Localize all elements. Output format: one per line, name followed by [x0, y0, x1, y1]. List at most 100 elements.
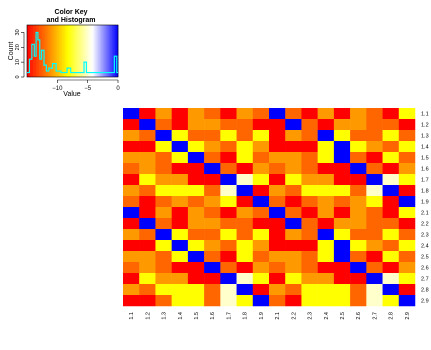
column-label: 2.8	[389, 312, 395, 320]
heatmap-cell	[285, 163, 302, 175]
heatmap-cell	[252, 273, 270, 285]
heatmap-cell	[317, 130, 335, 142]
color-key-ylabel: Count	[8, 42, 15, 61]
heatmap-cell	[204, 207, 221, 219]
heatmap-cell	[317, 108, 335, 120]
heatmap-cell	[317, 262, 335, 274]
heatmap-cell	[204, 218, 221, 230]
heatmap-cell	[317, 240, 335, 252]
heatmap-cell	[220, 218, 237, 230]
gradient-band	[78, 25, 81, 77]
heatmap-cell	[252, 163, 270, 175]
heatmap-cell	[187, 295, 205, 307]
heatmap-cell	[187, 262, 205, 274]
x-tick-label: −5	[84, 86, 92, 92]
row-label: 1.7	[421, 178, 429, 184]
row-label: 2.8	[421, 288, 429, 294]
heatmap-cell	[123, 251, 140, 263]
heatmap-cell	[155, 207, 172, 219]
heatmap-cell	[171, 262, 189, 274]
gradient-band	[51, 25, 54, 77]
heatmap-cell	[269, 218, 286, 230]
heatmap-cell	[285, 229, 302, 241]
heatmap-cell	[285, 141, 302, 153]
heatmap-cell	[187, 119, 205, 131]
heatmap-cell	[236, 108, 254, 120]
gradient-band	[34, 25, 37, 77]
color-key-title-line1: Color Key	[54, 9, 87, 16]
heatmap-cell	[382, 130, 400, 142]
row-label: 2.5	[421, 255, 429, 261]
heatmap-cell	[204, 152, 221, 164]
heatmap-cell	[171, 273, 189, 285]
gradient-band	[37, 25, 40, 77]
heatmap-cell	[139, 273, 156, 285]
heatmap-cell	[301, 119, 318, 131]
gradient-band	[70, 25, 73, 77]
heatmap-cell	[301, 196, 318, 208]
heatmap-cell	[220, 262, 237, 274]
heatmap-cell	[123, 130, 140, 142]
heatmap-cell	[171, 130, 189, 142]
heatmap-cell	[366, 108, 383, 120]
heatmap-cell	[155, 229, 172, 241]
gradient-band	[49, 25, 52, 77]
heatmap-cell	[350, 185, 367, 197]
gradient-band	[81, 25, 84, 77]
heatmap-cell	[317, 251, 335, 263]
gradient-band	[108, 25, 111, 77]
heatmap-cell	[301, 218, 318, 230]
y-tick-label: 20	[15, 44, 21, 50]
heatmap-cell	[333, 240, 351, 252]
heatmap-cell	[236, 262, 254, 274]
heatmap-cell	[382, 229, 400, 241]
heatmap-cell	[382, 185, 400, 197]
heatmap-cell	[204, 284, 221, 296]
gradient-band	[89, 25, 91, 77]
heatmap-cell	[269, 284, 286, 296]
heatmap-cell	[398, 240, 416, 252]
heatmap-cell	[171, 240, 189, 252]
heatmap-cell	[382, 163, 400, 175]
heatmap-cell	[236, 295, 254, 307]
gradient-band	[42, 25, 44, 77]
heatmap-cell	[187, 284, 205, 296]
heatmap-cell	[252, 240, 270, 252]
heatmap-cell	[382, 295, 400, 307]
row-label: 2.2	[421, 222, 429, 228]
heatmap-cell	[236, 284, 254, 296]
heatmap-cell	[171, 152, 189, 164]
heatmap-cell	[301, 174, 318, 186]
heatmap-cell	[366, 284, 383, 296]
row-label: 2.4	[421, 244, 429, 250]
row-label: 2.1	[421, 211, 429, 217]
heatmap-cell	[236, 218, 254, 230]
heatmap-cell	[236, 229, 254, 241]
gradient-band	[28, 25, 31, 77]
row-label: 1.5	[421, 156, 429, 162]
row-labels: 1.1 1.2 1.3 1.4 1.5 1.6 1.7 1.8 1.9 2.1 2.2 2.3 2.4 2…	[421, 112, 429, 305]
heatmap-cell	[236, 251, 254, 263]
heatmap-cell	[139, 284, 156, 296]
gradient-band	[69, 25, 72, 77]
color-key-gradient	[27, 25, 119, 77]
x-tick-label: −10	[52, 86, 63, 92]
heatmap-cell	[187, 174, 205, 186]
heatmap-cell	[285, 251, 302, 263]
heatmap-cell	[123, 174, 140, 186]
heatmap-cell	[333, 163, 351, 175]
heatmap-cell	[285, 196, 302, 208]
heatmap-cell	[285, 174, 302, 186]
heatmap-cell	[220, 119, 237, 131]
column-label: 2.4	[324, 312, 330, 320]
heatmap-cell	[220, 174, 237, 186]
heatmap-cell	[350, 218, 367, 230]
heatmap-cell	[139, 130, 156, 142]
heatmap-cell	[398, 273, 416, 285]
heatmap-cell	[123, 196, 140, 208]
heatmap-cell	[155, 152, 172, 164]
heatmap-cell	[366, 295, 383, 307]
heatmap-cell	[398, 163, 416, 175]
gradient-band	[104, 25, 107, 77]
